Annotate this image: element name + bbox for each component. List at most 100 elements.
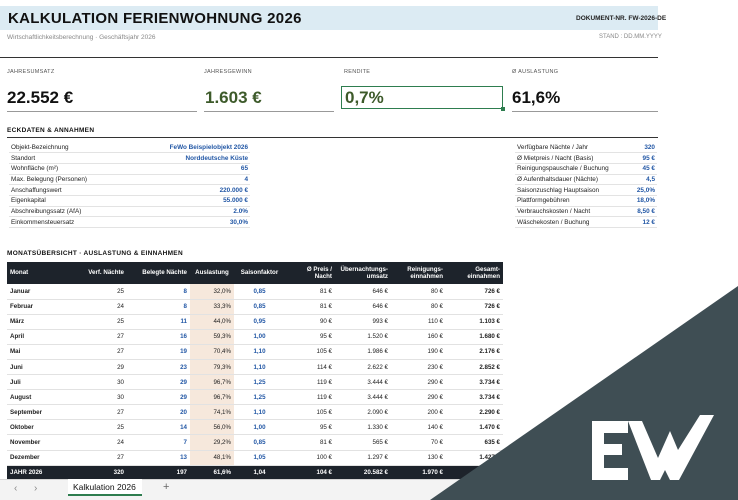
available-nights-cell[interactable]: 24 [64,299,127,315]
season-factor-cell[interactable]: 1,00 [234,419,285,436]
total-cleaning-income-cell[interactable]: 1.970 € [391,465,446,481]
total-income-cell[interactable]: 2.176 € [446,344,503,360]
total-avg-price-cell[interactable]: 104 € [285,465,335,481]
stay-revenue-cell[interactable]: 1.520 € [335,329,391,345]
stay-revenue-cell[interactable]: 993 € [335,314,391,330]
cleaning-income-cell[interactable]: 160 € [391,329,446,345]
season-factor-cell[interactable]: 1,00 [234,329,285,345]
stay-revenue-cell[interactable]: 646 € [335,284,391,300]
total-available-nights-cell[interactable]: 320 [64,465,127,481]
total-stay-revenue-cell[interactable]: 20.582 € [335,465,391,481]
booked-nights-cell[interactable]: 20 [127,404,190,421]
season-factor-cell[interactable]: 1,10 [234,359,285,376]
avg-price-cell[interactable]: 119 € [285,389,335,406]
assumption-value[interactable]: 2.0% [159,206,250,218]
season-factor-cell[interactable]: 1,05 [234,450,285,466]
booked-nights-cell[interactable]: 13 [127,450,190,466]
booked-nights-cell[interactable]: 8 [127,284,190,300]
cleaning-income-cell[interactable]: 80 € [391,299,446,315]
season-factor-cell[interactable]: 0,85 [234,434,285,451]
booked-nights-cell[interactable]: 16 [127,329,190,345]
chevron-right-icon[interactable]: › [34,483,38,494]
month-cell[interactable]: Januar [7,284,64,300]
occupancy-cell[interactable]: 32,0% [190,284,234,300]
assumption-value[interactable]: 18,0% [630,195,657,207]
booked-nights-cell[interactable]: 11 [127,314,190,330]
season-factor-cell[interactable]: 0,85 [234,299,285,315]
total-income-cell[interactable]: 635 € [446,434,503,451]
booked-nights-cell[interactable]: 8 [127,299,190,315]
assumption-value[interactable]: 8,50 € [630,206,657,218]
month-cell[interactable]: Juli [7,374,64,391]
available-nights-cell[interactable]: 27 [64,450,127,466]
fill-handle[interactable] [501,107,505,111]
occupancy-cell[interactable]: 96,7% [190,389,234,406]
booked-nights-cell[interactable]: 19 [127,344,190,360]
booked-nights-cell[interactable]: 23 [127,359,190,376]
stay-revenue-cell[interactable]: 1.986 € [335,344,391,360]
avg-price-cell[interactable]: 95 € [285,419,335,436]
available-nights-cell[interactable]: 25 [64,314,127,330]
month-cell[interactable]: April [7,329,64,345]
available-nights-cell[interactable]: 27 [64,329,127,345]
month-cell[interactable]: September [7,404,64,421]
cleaning-income-cell[interactable]: 140 € [391,419,446,436]
total-income-cell[interactable]: 2.290 € [446,404,503,421]
season-factor-cell[interactable]: 1,25 [234,389,285,406]
avg-price-cell[interactable]: 90 € [285,314,335,330]
total-income-cell[interactable]: 3.734 € [446,389,503,406]
month-cell[interactable]: August [7,389,64,406]
assumption-value[interactable]: Norddeutsche Küste [159,152,250,164]
assumption-value[interactable]: 65 [159,163,250,175]
stay-revenue-cell[interactable]: 1.330 € [335,419,391,436]
cleaning-income-cell[interactable]: 290 € [391,374,446,391]
occupancy-cell[interactable]: 29,2% [190,434,234,451]
month-cell[interactable]: Dezember [7,450,64,466]
stay-revenue-cell[interactable]: 565 € [335,434,391,451]
avg-price-cell[interactable]: 81 € [285,434,335,451]
selected-cell[interactable] [341,86,505,111]
total-booked-nights-cell[interactable]: 197 [127,465,190,481]
cleaning-income-cell[interactable]: 230 € [391,359,446,376]
total-month-cell[interactable]: JAHR 2026 [7,465,64,481]
occupancy-cell[interactable]: 33,3% [190,299,234,315]
month-cell[interactable]: Mai [7,344,64,360]
total-income-cell[interactable]: 3.734 € [446,374,503,391]
total-income-cell[interactable]: 2.852 € [446,359,503,376]
stay-revenue-cell[interactable]: 2.622 € [335,359,391,376]
available-nights-cell[interactable]: 30 [64,389,127,406]
available-nights-cell[interactable]: 25 [64,284,127,300]
assumption-value[interactable]: 95 € [630,152,657,164]
assumption-value[interactable]: 25,0% [630,184,657,196]
booked-nights-cell[interactable]: 7 [127,434,190,451]
total-income-cell[interactable]: 1.680 € [446,329,503,345]
stay-revenue-cell[interactable]: 3.444 € [335,389,391,406]
booked-nights-cell[interactable]: 29 [127,374,190,391]
avg-price-cell[interactable]: 81 € [285,299,335,315]
avg-price-cell[interactable]: 114 € [285,359,335,376]
avg-price-cell[interactable]: 95 € [285,329,335,345]
available-nights-cell[interactable]: 24 [64,434,127,451]
month-cell[interactable]: Februar [7,299,64,315]
occupancy-cell[interactable]: 48,1% [190,450,234,466]
total-income-cell[interactable]: 1.470 € [446,419,503,436]
assumption-value[interactable]: 4 [159,174,250,186]
occupancy-cell[interactable]: 70,4% [190,344,234,360]
stay-revenue-cell[interactable]: 3.444 € [335,374,391,391]
cleaning-income-cell[interactable]: 200 € [391,404,446,421]
available-nights-cell[interactable]: 27 [64,344,127,360]
booked-nights-cell[interactable]: 29 [127,389,190,406]
season-factor-cell[interactable]: 1,10 [234,344,285,360]
assumption-value[interactable]: 55.000 € [159,195,250,207]
cleaning-income-cell[interactable]: 290 € [391,389,446,406]
assumption-value[interactable]: 45 € [630,163,657,175]
occupancy-cell[interactable]: 44,0% [190,314,234,330]
stay-revenue-cell[interactable]: 2.090 € [335,404,391,421]
sheet-tab-kalkulation[interactable]: Kalkulation 2026 [68,479,142,496]
avg-price-cell[interactable]: 105 € [285,344,335,360]
assumption-value[interactable]: 12 € [630,216,657,228]
assumption-value[interactable]: 220.000 € [159,184,250,196]
total-income-cell[interactable]: 1.427 € [446,450,503,466]
avg-price-cell[interactable]: 81 € [285,284,335,300]
stay-revenue-cell[interactable]: 646 € [335,299,391,315]
